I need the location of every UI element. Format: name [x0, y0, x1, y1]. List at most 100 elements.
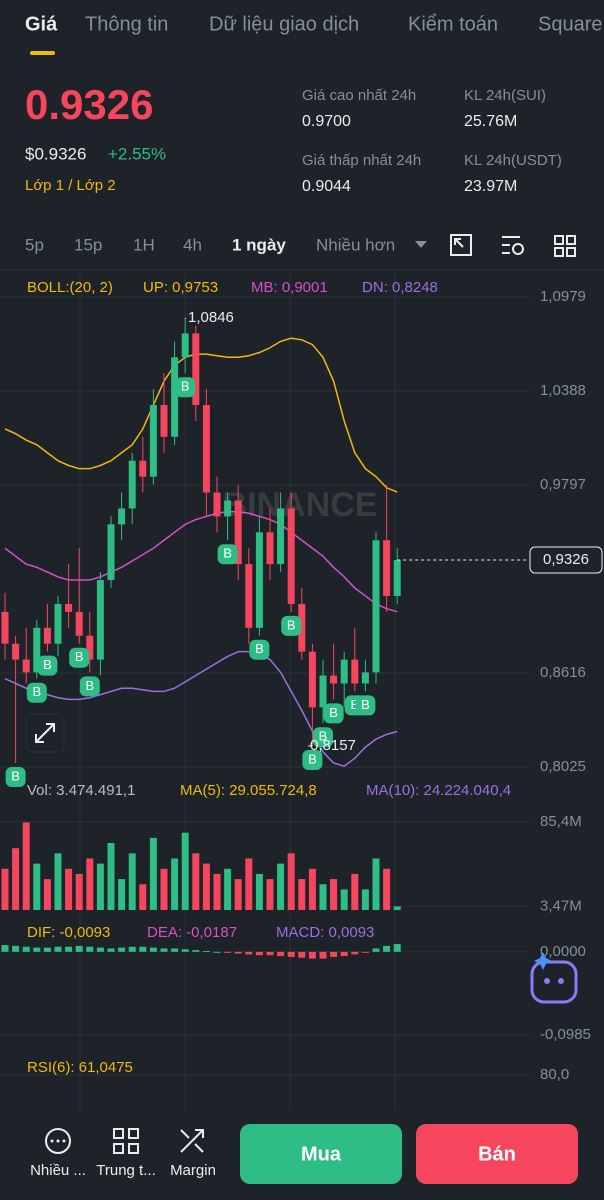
- sell-button[interactable]: [416, 1124, 578, 1184]
- nav-label[interactable]: Nhiều ...: [30, 1162, 86, 1179]
- buy-marker-label: B: [287, 617, 296, 632]
- sell-label[interactable]: Bán: [478, 1143, 516, 1165]
- candle-body: [255, 532, 263, 628]
- legend-text: DN: 0,8248: [362, 279, 438, 296]
- candle-body: [12, 643, 20, 660]
- icon-glyph: [566, 247, 576, 257]
- tab[interactable]: Thông tin: [85, 13, 168, 35]
- legend-text: MA(10): 24.224.040,4: [366, 782, 511, 799]
- interval[interactable]: Nhiều hơn: [316, 235, 395, 254]
- buy-marker: [249, 639, 270, 660]
- icon-glyph: [128, 1143, 139, 1154]
- boll-line: [4, 650, 398, 768]
- tab[interactable]: Dữ liệu giao dịch: [209, 13, 359, 35]
- y-tick-label: 0,0000: [540, 943, 586, 960]
- bar: [224, 868, 232, 910]
- bar: [351, 873, 359, 910]
- buy-marker: [355, 695, 376, 716]
- icon-glyph: [454, 238, 464, 248]
- icon-glyph: [534, 952, 552, 970]
- candle-body: [361, 672, 369, 684]
- last-price-box: [529, 546, 603, 574]
- bar: [192, 853, 200, 910]
- icon[interactable]: [180, 1129, 204, 1153]
- stat-value: 0.9700: [302, 113, 351, 130]
- buy-marker-label: B: [255, 641, 264, 656]
- y-tick-label: 0,8025: [540, 758, 586, 775]
- candle-body: [202, 405, 210, 493]
- ai-button[interactable]: [530, 952, 578, 1004]
- bar: [361, 889, 369, 910]
- icon-glyph: [62, 1139, 66, 1143]
- icon[interactable]: [450, 234, 472, 256]
- candle-body: [245, 564, 253, 628]
- icon[interactable]: [45, 1128, 71, 1154]
- buy-marker-label: B: [319, 729, 328, 744]
- nav-icons: [45, 1128, 204, 1154]
- icon: [35, 723, 55, 743]
- tag[interactable]: Lớp 1 / Lớp 2: [25, 177, 116, 194]
- expand-button[interactable]: [25, 713, 65, 753]
- price: 0.9326: [25, 81, 153, 128]
- bar: [43, 879, 51, 910]
- legend-text: DEA: -0,0187: [147, 924, 237, 941]
- bar: [319, 884, 327, 910]
- nav-label[interactable]: Trung t...: [96, 1162, 155, 1179]
- buy-marker-label: B: [32, 684, 41, 699]
- icon[interactable]: [554, 235, 564, 245]
- buy-marker-label: B: [329, 705, 338, 720]
- tab-indicator: [30, 51, 55, 55]
- candle-body: [330, 675, 338, 684]
- candle-body: [213, 492, 221, 517]
- watermark: BINANCE: [223, 486, 378, 524]
- bar: [118, 947, 126, 952]
- candle-body: [107, 524, 115, 581]
- buy-marker: [175, 377, 196, 398]
- candle-body: [33, 627, 41, 673]
- bar: [372, 858, 380, 910]
- buy-marker-label: B: [181, 379, 190, 394]
- interval[interactable]: 5p: [25, 235, 44, 254]
- icon: [530, 960, 578, 1004]
- tab[interactable]: Giá: [25, 13, 58, 35]
- icon[interactable]: [502, 236, 520, 254]
- tab[interactable]: Kiểm toán: [408, 13, 498, 35]
- interval[interactable]: 1H: [133, 235, 155, 254]
- y-tick-label: 3,47M: [540, 897, 582, 914]
- interval[interactable]: 4h: [183, 235, 202, 254]
- stat-label: Giá thấp nhất 24h: [302, 152, 421, 169]
- bar: [22, 822, 30, 910]
- bar: [308, 868, 316, 910]
- candle-body: [298, 603, 306, 652]
- icon-glyph: [50, 1139, 54, 1143]
- stat-value: 25.76M: [464, 113, 517, 130]
- bar: [160, 948, 168, 952]
- interval[interactable]: 15p: [74, 235, 102, 254]
- tab[interactable]: Square: [538, 13, 603, 35]
- bar: [149, 947, 157, 952]
- buy-marker-label: B: [85, 678, 94, 693]
- bar: [1, 868, 9, 910]
- interval[interactable]: 1 ngày: [232, 235, 286, 254]
- candle-body: [266, 532, 274, 565]
- buy-button[interactable]: [240, 1124, 402, 1184]
- bar: [383, 868, 391, 910]
- legend-text: RSI(6): 61,0475: [27, 1059, 133, 1076]
- buy-marker: [79, 676, 100, 697]
- icon-glyph: [566, 235, 576, 245]
- candle-body: [43, 627, 51, 644]
- icon-glyph: [554, 247, 564, 257]
- icon[interactable]: [113, 1128, 124, 1139]
- buy-label[interactable]: Mua: [301, 1143, 342, 1165]
- stat-label: Giá cao nhất 24h: [302, 87, 416, 104]
- last-price-label: 0,9326: [543, 551, 589, 568]
- legend-text: MA(5): 29.055.724,8: [180, 782, 317, 799]
- nav-label[interactable]: Margin: [170, 1162, 216, 1179]
- bar: [393, 906, 401, 910]
- legend-text: MACD: 0,0093: [276, 924, 374, 941]
- y-tick-label: 0,9797: [540, 476, 586, 493]
- annotation: 0,8157: [310, 737, 356, 754]
- bar: [149, 837, 157, 910]
- buy-marker: [26, 682, 47, 703]
